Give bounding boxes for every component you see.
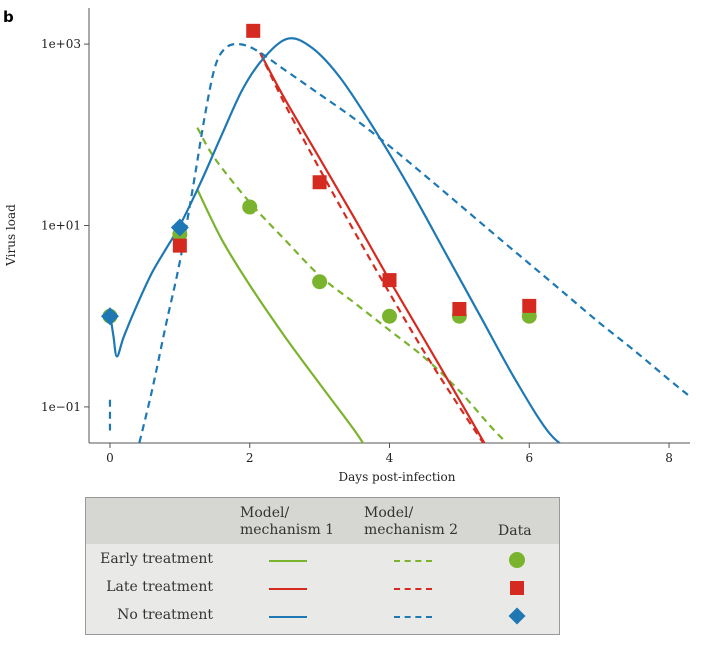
data-point-circle [242, 199, 258, 215]
legend-line-dashed [394, 588, 432, 590]
legend-col-model1: Model/ mechanism 1 [240, 505, 334, 539]
legend-col-model2-line1: Model/ [364, 505, 414, 521]
chart-figure: b 0 2 4 6 8 1e−01 1e+01 1e+03 Days post-infecti… [3, 8, 690, 484]
y-axis-label: Virus load [4, 204, 18, 267]
legend-line-dashed [394, 560, 432, 562]
x-tick-label: 6 [525, 451, 533, 465]
x-tick-label: 0 [106, 451, 114, 465]
data-point-square [312, 175, 327, 190]
legend-col-model1-line1: Model/ [240, 505, 290, 521]
data-point-diamond [170, 218, 189, 237]
legend: Model/ mechanism 1 Model/ mechanism 2 Da… [85, 497, 560, 635]
series-line-late-model1 [259, 52, 486, 443]
legend-col-data: Data [498, 523, 532, 539]
series-line-early-model1 [196, 188, 365, 443]
data-point-circle [382, 308, 397, 324]
series-line-none-model1 [108, 37, 562, 443]
data-point-square [522, 298, 537, 313]
legend-col-model2-line2: mechanism 2 [364, 522, 459, 538]
y-tick-label: 1e−01 [41, 400, 81, 414]
legend-row-label: Late treatment [106, 579, 213, 595]
chart-series [108, 37, 690, 443]
legend-line-solid [269, 560, 307, 562]
x-tick-label: 2 [246, 451, 254, 465]
data-point-square [172, 238, 187, 253]
legend-marker-square [510, 581, 524, 595]
legend-marker-circle [509, 552, 525, 568]
legend-line-solid [269, 588, 307, 590]
y-tick-label: 1e+01 [41, 219, 81, 233]
y-tick-label: 1e+03 [41, 37, 81, 51]
legend-marker-diamond [508, 607, 526, 625]
legend-row-label: No treatment [117, 607, 213, 623]
panel-label: b [3, 8, 14, 26]
series-line-early-model2 [196, 127, 509, 443]
legend-line-solid [269, 616, 307, 618]
legend-col-model1-line2: mechanism 1 [240, 522, 335, 538]
x-tick-label: 4 [386, 451, 394, 465]
legend-col-model2: Model/ mechanism 2 [364, 505, 458, 539]
chart-axes: 0 2 4 6 8 1e−01 1e+01 1e+03 [41, 8, 690, 465]
data-point-circle [312, 274, 328, 290]
x-tick-label: 8 [665, 451, 673, 465]
series-line-none-model2b [138, 42, 690, 443]
chart-markers [100, 23, 537, 326]
legend-line-dashed [394, 616, 432, 618]
legend-row-label: Early treatment [100, 551, 213, 567]
legend-header [86, 498, 559, 544]
data-point-diamond [100, 307, 119, 326]
x-axis-label: Days post-infection [339, 470, 456, 484]
data-point-square [382, 273, 397, 288]
data-point-square [246, 23, 261, 38]
data-point-square [452, 302, 467, 317]
